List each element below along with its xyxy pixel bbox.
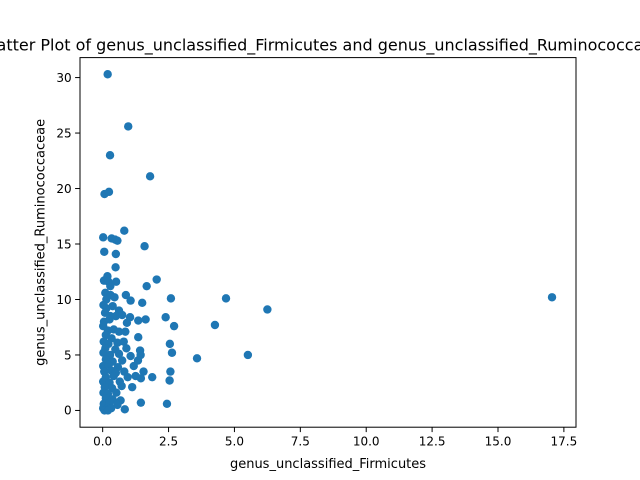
x-tick-label: 10.0 xyxy=(353,435,380,449)
data-point xyxy=(136,398,146,407)
data-point xyxy=(167,348,177,357)
axes-frame xyxy=(79,57,577,428)
data-point xyxy=(100,247,109,256)
data-point xyxy=(121,290,131,300)
data-point xyxy=(192,354,202,363)
data-point xyxy=(122,318,132,327)
data-point xyxy=(117,381,126,391)
x-tick-label: 17.5 xyxy=(551,435,578,449)
data-point xyxy=(123,372,132,382)
data-point xyxy=(117,310,127,320)
data-point xyxy=(111,277,121,286)
data-point xyxy=(106,281,115,291)
data-point xyxy=(162,399,172,408)
data-point xyxy=(152,275,161,284)
data-point xyxy=(165,339,175,349)
data-point xyxy=(104,187,114,197)
data-point xyxy=(221,294,231,303)
y-tick-label: 30 xyxy=(56,71,71,85)
y-tick-label: 0 xyxy=(64,404,72,418)
data-point xyxy=(110,293,119,302)
data-point xyxy=(117,356,127,365)
data-point xyxy=(113,400,122,410)
data-point xyxy=(166,367,175,376)
data-point xyxy=(121,327,130,336)
data-point xyxy=(145,172,155,181)
data-point xyxy=(105,151,115,160)
data-point xyxy=(108,301,117,311)
data-point xyxy=(112,388,121,397)
data-point xyxy=(110,235,120,244)
data-point xyxy=(134,316,143,325)
data-point xyxy=(129,361,138,371)
data-point xyxy=(263,305,272,314)
chart-title: Scatter Plot of genus_unclassified_Firmi… xyxy=(0,35,640,55)
data-point xyxy=(111,311,121,321)
data-point xyxy=(126,351,135,361)
x-tick-label: 7.5 xyxy=(291,435,310,449)
y-tick-label: 10 xyxy=(56,293,71,307)
data-point xyxy=(119,337,128,346)
data-point xyxy=(126,296,135,305)
data-point xyxy=(122,344,131,353)
y-tick-label: 5 xyxy=(64,348,72,362)
data-point xyxy=(105,315,114,324)
data-point xyxy=(127,382,137,392)
data-point xyxy=(165,376,174,385)
x-tick-label: 12.5 xyxy=(419,435,446,449)
data-point xyxy=(99,348,108,357)
data-point xyxy=(114,327,124,336)
data-point xyxy=(109,371,118,381)
data-point xyxy=(140,242,149,251)
data-point xyxy=(139,367,148,376)
x-tick-label: 2.5 xyxy=(159,435,178,449)
data-point xyxy=(243,350,253,360)
y-tick-label: 25 xyxy=(56,126,71,140)
data-point xyxy=(142,281,151,291)
y-tick-label: 20 xyxy=(56,182,71,196)
data-point xyxy=(120,405,129,414)
data-point xyxy=(166,294,176,303)
x-axis-label: genus_unclassified_Firmicutes xyxy=(230,457,426,472)
y-tick-label: 15 xyxy=(56,237,71,251)
data-point xyxy=(134,333,143,342)
data-point xyxy=(120,226,129,235)
data-point xyxy=(103,70,112,79)
data-point xyxy=(111,249,121,259)
data-point xyxy=(136,374,146,383)
data-point xyxy=(169,321,179,331)
data-point xyxy=(547,293,557,302)
data-point xyxy=(114,349,124,359)
data-point xyxy=(148,372,157,382)
data-point xyxy=(98,233,108,242)
data-point xyxy=(103,406,113,415)
data-point xyxy=(141,315,150,324)
y-axis-label: genus_unclassified_Ruminococcaceae xyxy=(34,119,49,366)
points-layer xyxy=(98,70,557,415)
data-point xyxy=(210,320,220,330)
data-point xyxy=(111,263,120,272)
data-point xyxy=(161,313,170,322)
y-axis: 0 5 10 15 20 25 30 xyxy=(56,71,80,418)
x-tick-label: 5.0 xyxy=(225,435,244,449)
data-point xyxy=(124,122,133,131)
data-point xyxy=(138,298,147,308)
x-axis: 0.0 2.5 5.0 7.5 10.0 12.5 15.0 17.5 xyxy=(93,427,577,449)
x-tick-label: 0.0 xyxy=(93,435,112,449)
x-tick-label: 15.0 xyxy=(485,435,512,449)
data-point xyxy=(113,338,122,347)
